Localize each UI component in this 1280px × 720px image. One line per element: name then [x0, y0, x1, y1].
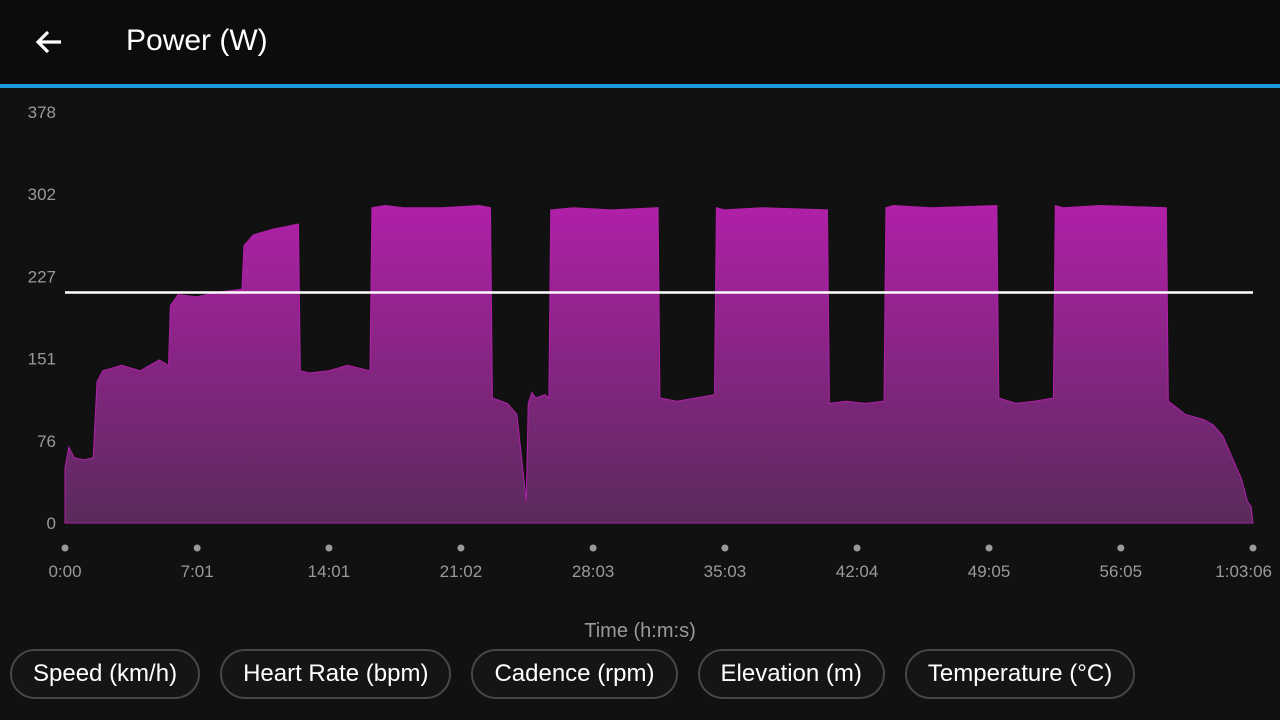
x-tick-dot	[721, 544, 729, 552]
x-tick-dot	[853, 544, 861, 552]
y-tick-label: 151	[28, 350, 56, 369]
x-tick-label: 21:02	[440, 562, 483, 581]
x-tick-dot	[985, 544, 993, 552]
page-title: Power (W)	[126, 24, 268, 57]
x-tick-dot	[589, 544, 597, 552]
power-chart[interactable]: 0 76 151 227 302 378 0:00 7:01 14:01 21:02 28:03 3…	[0, 88, 1280, 648]
x-tick-label: 0:00	[48, 562, 81, 581]
x-tick-label: 42:04	[836, 562, 879, 581]
power-area	[64, 204, 1254, 524]
x-tick-label: 49:05	[968, 562, 1011, 581]
power-series	[64, 204, 1254, 524]
back-button[interactable]	[22, 20, 76, 64]
y-tick-label: 302	[28, 185, 56, 204]
chip-elevation[interactable]: Elevation (m)	[697, 649, 885, 699]
x-tick-label: 35:03	[704, 562, 747, 581]
y-tick-label: 378	[28, 103, 56, 122]
x-tick-dot	[325, 544, 333, 552]
header-divider	[0, 84, 1280, 88]
x-tick-label: 1:03:06	[1215, 562, 1272, 581]
x-tick-dot	[61, 544, 69, 552]
y-tick-label: 0	[47, 514, 56, 533]
x-tick-dot	[193, 544, 201, 552]
chip-cadence[interactable]: Cadence (rpm)	[471, 649, 678, 699]
x-axis: 0:00 7:01 14:01 21:02 28:03 35:03 42:04 49:05 56…	[48, 544, 1272, 581]
arrow-left-icon	[35, 30, 61, 54]
x-tick-label: 28:03	[572, 562, 615, 581]
y-tick-label: 76	[37, 432, 56, 451]
x-tick-dot	[1249, 544, 1257, 552]
x-tick-label: 14:01	[308, 562, 351, 581]
x-tick-label: 56:05	[1100, 562, 1143, 581]
x-tick-label: 7:01	[181, 562, 214, 581]
y-axis: 0 76 151 227 302 378	[28, 103, 56, 533]
chip-heart-rate[interactable]: Heart Rate (bpm)	[220, 649, 452, 699]
x-axis-title: Time (h:m:s)	[584, 620, 696, 642]
metric-chip-bar: Speed (km/h) Heart Rate (bpm) Cadence (r…	[10, 649, 1136, 701]
x-tick-dot	[457, 544, 465, 552]
power-chart-svg: 0 76 151 227 302 378 0:00 7:01 14:01 21:02 28:03 3…	[28, 103, 1272, 581]
chip-temperature[interactable]: Temperature (°C)	[904, 649, 1136, 699]
app-bar: Power (W)	[0, 0, 1280, 84]
chip-speed[interactable]: Speed (km/h)	[10, 649, 201, 699]
x-tick-dot	[1117, 544, 1125, 552]
y-tick-label: 227	[28, 267, 56, 286]
